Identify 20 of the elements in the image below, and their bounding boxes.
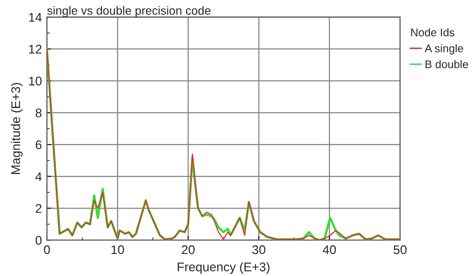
x-tick-label: 0 [44, 245, 50, 254]
x-tick-label: 40 [322, 245, 336, 254]
x-tick-label: 30 [252, 245, 266, 254]
y-tick-label: 8 [36, 108, 42, 118]
y-tick-label: 6 [36, 140, 42, 150]
y-axis-title: Magnitude (E+3) [10, 83, 23, 174]
y-tick-label: 2 [36, 204, 42, 213]
legend-label: A single [424, 44, 464, 55]
legend-title: Node Ids [411, 28, 454, 36]
legend-label: B double [426, 60, 468, 68]
y-tick-label: 10 [29, 76, 42, 86]
x-tick-label: 10 [112, 245, 124, 254]
y-tick-label: 14 [29, 13, 42, 22]
y-tick-label: 0 [36, 236, 42, 245]
y-tick-label: 12 [29, 44, 42, 54]
x-tick-label: 50 [394, 245, 407, 254]
x-tick-label: 20 [182, 245, 195, 254]
chart-title: single vs double precision code [47, 6, 210, 18]
y-tick-label: 4 [35, 172, 42, 181]
x-axis-title: Frequency (E+3) [178, 262, 270, 274]
